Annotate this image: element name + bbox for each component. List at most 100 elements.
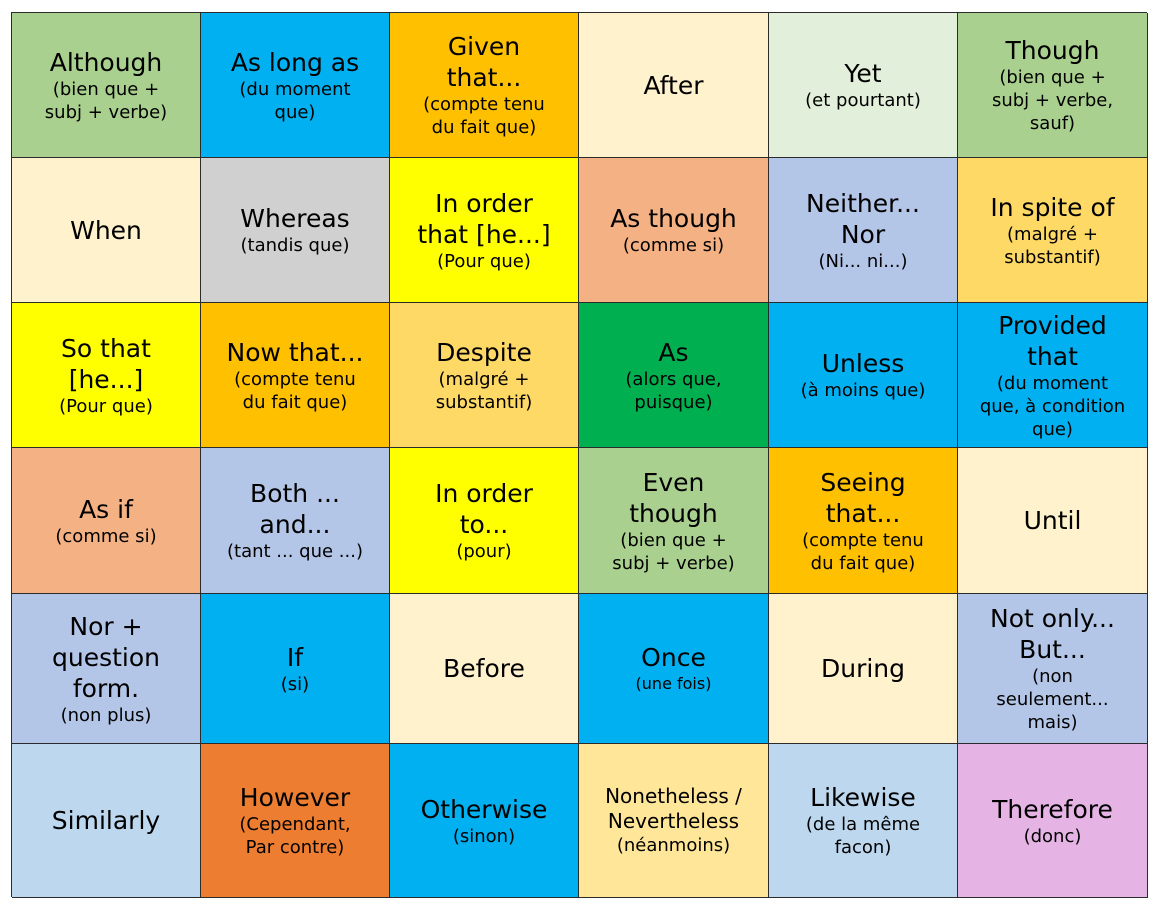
cell-term: As: [658, 337, 689, 367]
cell-term: In order that [he...]: [417, 188, 551, 249]
cell-term: Otherwise: [420, 794, 548, 824]
cell-translation: (bien que + subj + verbe, sauf): [991, 67, 1114, 134]
cell-translation: (si): [280, 673, 310, 695]
cell-when: When: [12, 158, 201, 303]
cell-term: Now that...: [226, 337, 364, 367]
cell-despite: Despite (malgré + substantif): [390, 303, 579, 448]
cell-term: As if: [79, 494, 133, 524]
cell-as-if: As if (comme si): [12, 448, 201, 594]
cell-translation: (Pour que): [59, 395, 153, 417]
cell-translation: (non plus): [60, 704, 152, 726]
cell-so-that: So that [he...] (Pour que): [12, 303, 201, 448]
cell-translation: (bien que + subj + verbe): [44, 78, 168, 123]
cell-term: Therefore: [992, 794, 1113, 824]
cell-both-and: Both ... and... (tant ... que ...): [201, 448, 390, 594]
cell-translation: (compte tenu du fait que): [802, 529, 924, 574]
cell-therefore: Therefore (donc): [958, 744, 1148, 898]
cell-translation: (pour): [456, 541, 512, 562]
cell-now-that: Now that... (compte tenu du fait que): [201, 303, 390, 448]
cell-term: Although: [49, 47, 163, 77]
cell-term: Nor + question form.: [51, 611, 160, 703]
cell-whereas: Whereas (tandis que): [201, 158, 390, 303]
cell-term: Neither... Nor: [806, 188, 920, 249]
cell-after: After: [579, 13, 769, 158]
cell-term: Both ... and...: [250, 479, 340, 539]
cell-although: Although (bien que + subj + verbe): [12, 13, 201, 158]
cell-before: Before: [390, 594, 579, 744]
cell-term: If: [286, 642, 304, 672]
cell-in-spite-of: In spite of (malgré + substantif): [958, 158, 1148, 303]
cell-term: Likewise: [810, 783, 916, 812]
cell-translation: (de la même facon): [805, 814, 921, 858]
cell-term: Though: [1005, 36, 1100, 65]
cell-as-long-as: As long as (du moment que): [201, 13, 390, 158]
cell-term: Provided that: [998, 310, 1107, 371]
cell-unless: Unless (à moins que): [769, 303, 958, 448]
cell-until: Until: [958, 448, 1148, 594]
cell-translation: (comme si): [55, 525, 157, 547]
cell-term: Whereas: [240, 204, 350, 233]
cell-translation: (une fois): [635, 674, 712, 693]
cell-translation: (néanmoins): [616, 835, 731, 856]
cell-translation: (compte tenu du fait que): [423, 94, 545, 138]
cell-translation: (comme si): [622, 235, 725, 256]
cell-term: Not only... But...: [990, 604, 1115, 664]
cell-as-though: As though (comme si): [579, 158, 769, 303]
cell-translation: (Cependant, Par contre): [239, 814, 351, 858]
cell-term: During: [820, 654, 906, 683]
cell-term: After: [643, 70, 704, 100]
cell-term: Yet: [844, 59, 882, 88]
cell-if: If (si): [201, 594, 390, 744]
cell-term: Despite: [436, 337, 532, 367]
cell-translation: (tandis que): [240, 235, 350, 256]
cell-even-though: Even though (bien que + subj + verbe): [579, 448, 769, 594]
cell-term: So that [he...]: [61, 333, 151, 394]
cell-term: In spite of: [990, 192, 1115, 222]
cell-nonetheless-nevertheless: Nonetheless / Nevertheless (néanmoins): [579, 744, 769, 898]
cell-translation: (Pour que): [437, 250, 531, 272]
cell-once: Once (une fois): [579, 594, 769, 744]
cell-during: During: [769, 594, 958, 744]
cell-translation: (malgré + substantif): [435, 368, 533, 413]
cell-seeing-that: Seeing that... (compte tenu du fait que): [769, 448, 958, 594]
cell-translation: (du moment que, à condition que): [979, 372, 1126, 440]
cell-translation: (Ni... ni...): [818, 250, 908, 272]
cell-translation: (sinon): [452, 825, 516, 847]
cell-otherwise: Otherwise (sinon): [390, 744, 579, 898]
cell-given-that: Given that... (compte tenu du fait que): [390, 13, 579, 158]
cell-term: When: [70, 215, 142, 245]
cell-translation: (du moment que): [239, 78, 351, 123]
cell-however: However (Cependant, Par contre): [201, 744, 390, 898]
cell-term: Similarly: [51, 806, 161, 835]
cell-term: Once: [641, 643, 706, 672]
cell-as: As (alors que, puisque): [579, 303, 769, 448]
cell-similarly: Similarly: [12, 744, 201, 898]
cell-likewise: Likewise (de la même facon): [769, 744, 958, 898]
conjunctions-grid: Although (bien que + subj + verbe) As lo…: [11, 12, 1148, 898]
cell-yet: Yet (et pourtant): [769, 13, 958, 158]
cell-in-order-that: In order that [he...] (Pour que): [390, 158, 579, 303]
cell-translation: (non seulement... mais): [996, 666, 1109, 733]
cell-term: As long as: [230, 47, 360, 77]
cell-translation: (bien que + subj + verbe): [612, 529, 735, 574]
cell-term: Until: [1023, 506, 1082, 535]
cell-term: Given that...: [446, 32, 522, 92]
cell-translation: (tant ... que ...): [226, 541, 363, 562]
cell-translation: (donc): [1023, 825, 1082, 847]
cell-term: Unless: [821, 349, 905, 378]
cell-though: Though (bien que + subj + verbe, sauf): [958, 13, 1148, 158]
cell-translation: (alors que, puisque): [625, 368, 722, 413]
cell-term: As though: [610, 204, 737, 233]
cell-term: Before: [443, 654, 525, 683]
cell-provided-that: Provided that (du moment que, à conditio…: [958, 303, 1148, 448]
cell-term: In order to...: [435, 479, 533, 539]
cell-not-only-but: Not only... But... (non seulement... mai…: [958, 594, 1148, 744]
cell-term: Even though: [629, 467, 718, 528]
cell-translation: (malgré + substantif): [1004, 223, 1101, 268]
cell-neither-nor: Neither... Nor (Ni... ni...): [769, 158, 958, 303]
cell-translation: (et pourtant): [805, 90, 921, 111]
cell-in-order-to: In order to... (pour): [390, 448, 579, 594]
cell-term: Seeing that...: [820, 467, 906, 528]
cell-translation: (compte tenu du fait que): [234, 368, 356, 413]
cell-nor-question-form: Nor + question form. (non plus): [12, 594, 201, 744]
